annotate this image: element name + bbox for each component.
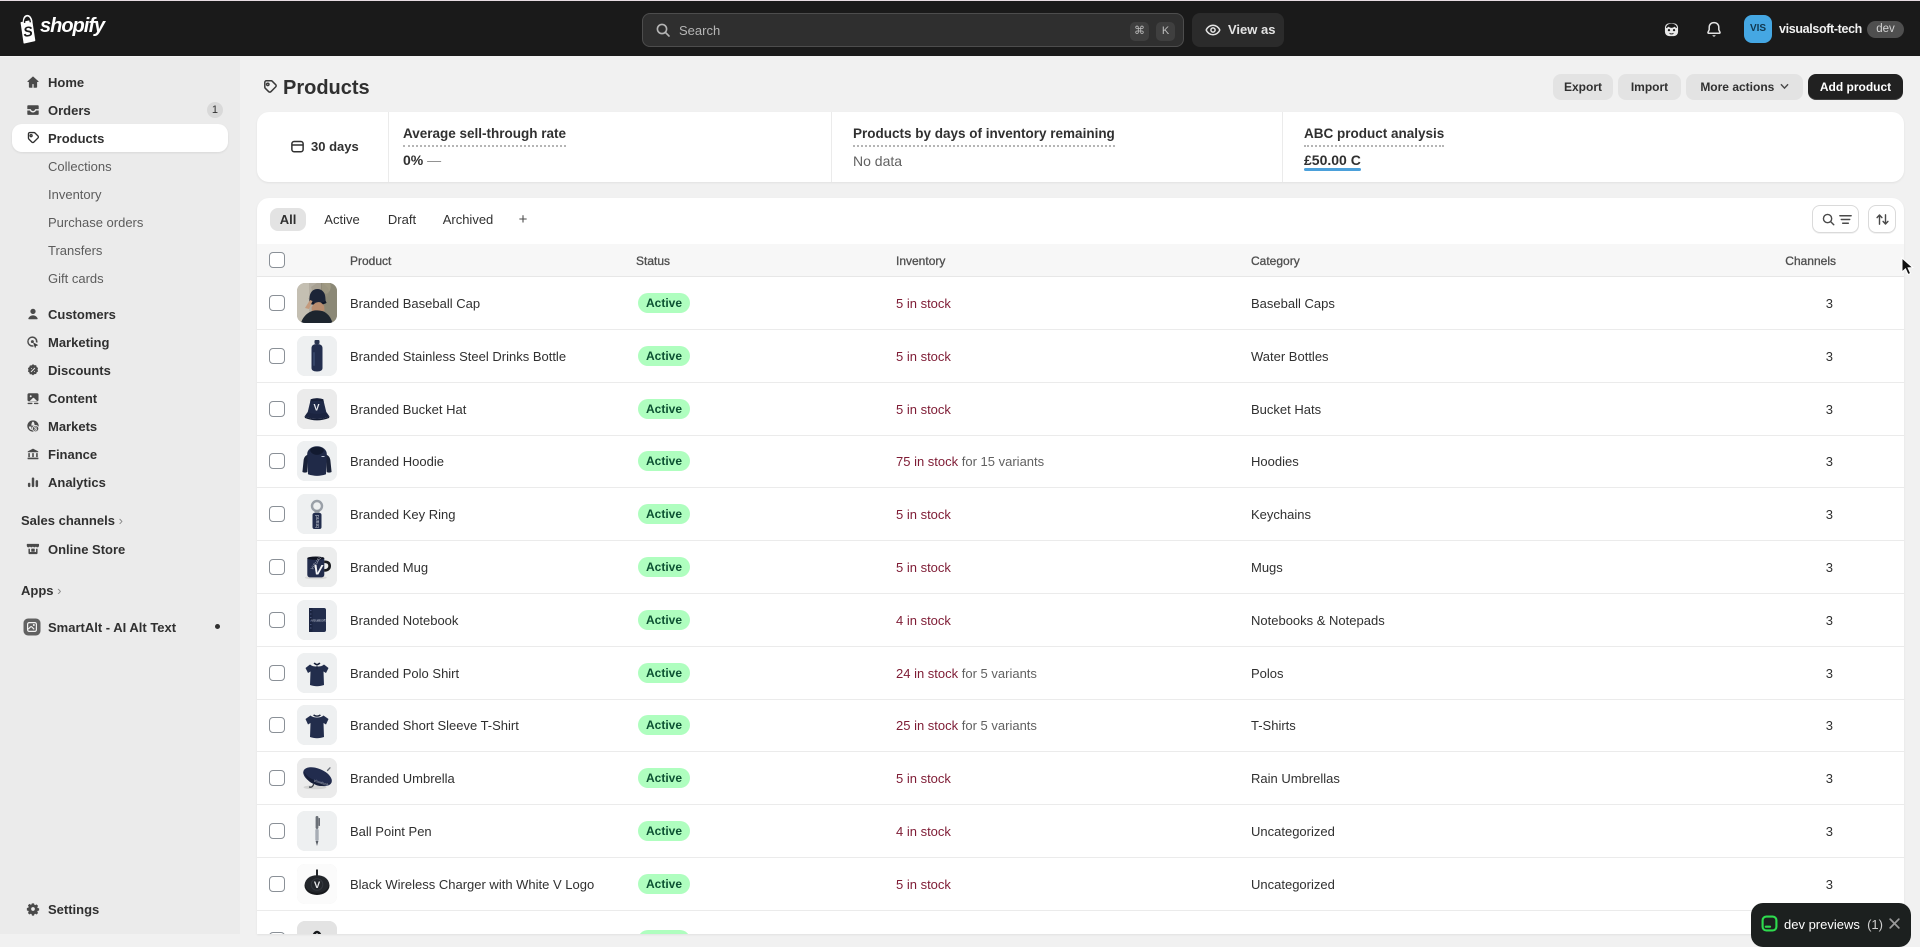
svg-text:V: V (314, 880, 321, 891)
svg-text:S: S (22, 23, 34, 40)
svg-text:$: $ (34, 427, 38, 433)
svg-text:V: V (313, 402, 319, 412)
svg-text:visualsoft: visualsoft (311, 618, 325, 622)
svg-text:V: V (313, 562, 324, 578)
svg-text:brand: brand (315, 515, 321, 528)
svg-text:visualsoft: visualsoft (313, 779, 328, 787)
